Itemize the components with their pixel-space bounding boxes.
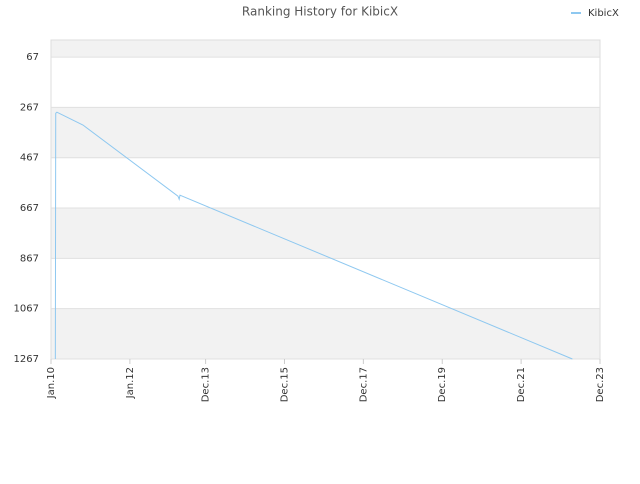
- y-tick-label: 1267: [14, 354, 39, 365]
- x-tick-label: Dec.23: [595, 367, 606, 402]
- x-tick-label: Dec.13: [201, 367, 212, 402]
- y-tick-label: 67: [26, 52, 39, 63]
- legend-label: KibicX: [588, 8, 619, 19]
- x-tick-label: Dec.19: [437, 367, 448, 402]
- grid-band: [51, 107, 600, 158]
- series-line: [54, 111, 573, 360]
- y-tick-label: 867: [20, 253, 39, 264]
- y-tick-label: 667: [20, 203, 39, 214]
- y-tick-label: 267: [20, 102, 39, 113]
- y-tick-label: 1067: [14, 304, 39, 315]
- x-tick-label: Jan.10: [46, 367, 57, 399]
- grid-band: [51, 157, 600, 209]
- grid-band: [51, 208, 600, 259]
- x-tick-label: Jan.12: [125, 367, 136, 399]
- x-tick-label: Dec.15: [279, 367, 290, 402]
- grid-band: [51, 57, 600, 108]
- chart-title: Ranking History for KibicX: [242, 5, 398, 19]
- grid-band: [51, 258, 600, 309]
- grid-band: [51, 40, 600, 58]
- x-tick-label: Dec.17: [358, 367, 369, 402]
- y-tick-label: 467: [20, 153, 39, 164]
- grid-band: [51, 308, 600, 359]
- x-tick-label: Dec.21: [516, 367, 527, 402]
